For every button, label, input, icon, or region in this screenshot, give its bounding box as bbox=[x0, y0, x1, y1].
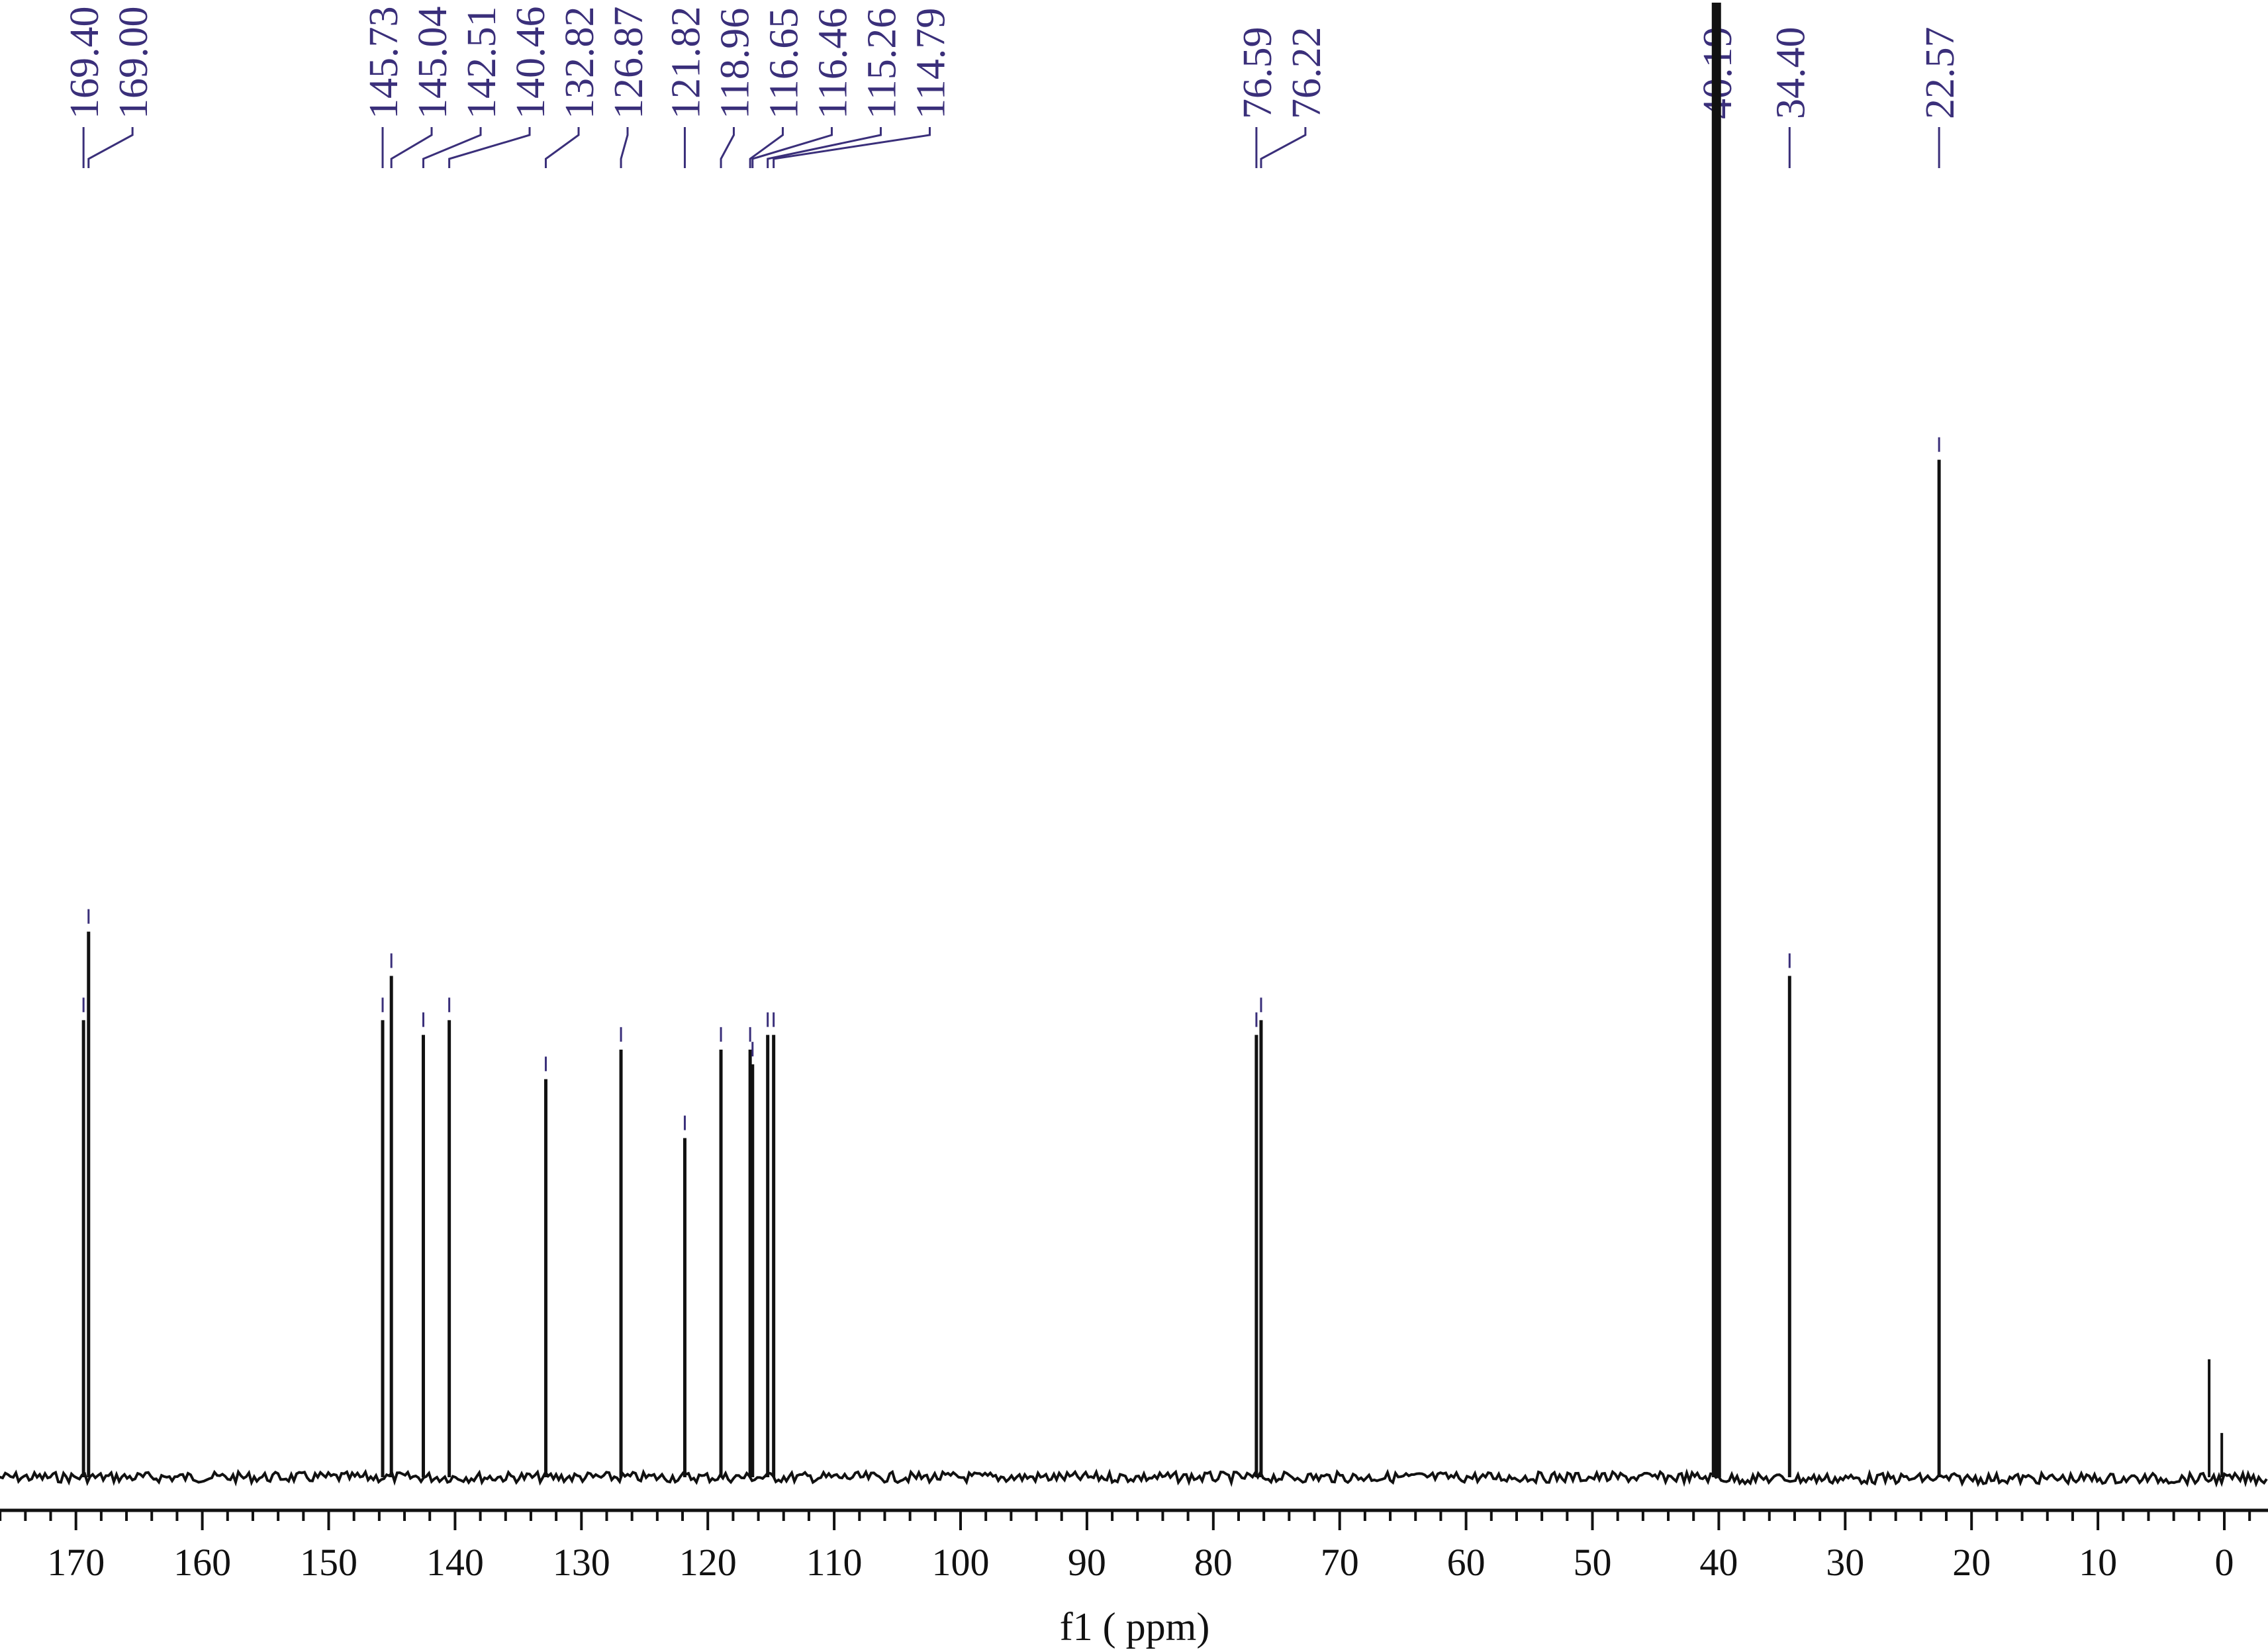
x-tick-label: 30 bbox=[1826, 1541, 1864, 1584]
peak-leader-line bbox=[544, 127, 580, 168]
peak-leader-group bbox=[82, 127, 1940, 168]
x-tick-label: 130 bbox=[553, 1541, 610, 1584]
spectrum-baseline-group bbox=[0, 1468, 2268, 1488]
peak-label: 118.96 bbox=[712, 8, 757, 119]
x-tick-label: 10 bbox=[2079, 1541, 2117, 1584]
peak-label: 169.00 bbox=[111, 7, 156, 120]
peak-leader-line bbox=[87, 127, 134, 168]
peak-label: 116.65 bbox=[761, 8, 806, 119]
x-tick-label: 150 bbox=[300, 1541, 357, 1584]
x-tick-label: 40 bbox=[1699, 1541, 1738, 1584]
peak-label: 115.26 bbox=[859, 8, 904, 119]
peak-label: 145.04 bbox=[410, 7, 455, 120]
peak-leader-line bbox=[749, 127, 784, 168]
peak-label-group: 169.40 169.00 145.73 145.04 142.51 140.46 132.… bbox=[62, 7, 1963, 120]
peak-leader-line bbox=[767, 127, 882, 168]
peak-label: 169.40 bbox=[62, 7, 107, 120]
peak-leader-line bbox=[751, 127, 833, 168]
peak-label: 145.73 bbox=[361, 7, 406, 120]
spectrum-peak-group bbox=[81, 3, 2224, 1477]
peak-label: 132.82 bbox=[557, 7, 602, 120]
peak-label: 76.22 bbox=[1284, 27, 1329, 120]
x-tick-label: 100 bbox=[932, 1541, 990, 1584]
spectrum-baseline bbox=[0, 1468, 2268, 1488]
peak-label: 34.40 bbox=[1768, 27, 1813, 120]
x-axis: 170 160 150 140 130 120 110 100 90 80 70 60 50 40 30 20… bbox=[0, 1508, 2268, 1584]
peak-leader-line bbox=[620, 127, 629, 168]
peak-leader-line bbox=[720, 127, 735, 168]
x-tick-label: 110 bbox=[806, 1541, 863, 1584]
peak-leader-line bbox=[422, 127, 482, 168]
peak-label: 121.82 bbox=[663, 7, 708, 120]
peak-label: 22.57 bbox=[1918, 27, 1963, 120]
x-axis-title: f1 ( ppm) bbox=[1060, 1605, 1210, 1649]
peak-label: 116.46 bbox=[810, 8, 855, 119]
x-tick-label: 160 bbox=[173, 1541, 231, 1584]
x-tick-label: 140 bbox=[426, 1541, 484, 1584]
peak-leader-line bbox=[773, 127, 931, 168]
x-tick-label: 60 bbox=[1447, 1541, 1486, 1584]
x-tick-label: 120 bbox=[679, 1541, 737, 1584]
peak-leader-line bbox=[390, 127, 433, 168]
peak-label: 140.46 bbox=[508, 7, 553, 120]
x-tick-label: 80 bbox=[1194, 1541, 1233, 1584]
peak-label: 114.79 bbox=[908, 8, 953, 119]
peak-label: 126.87 bbox=[606, 7, 651, 120]
x-tick-label: 20 bbox=[1952, 1541, 1991, 1584]
x-tick-label: 70 bbox=[1321, 1541, 1359, 1584]
x-tick-label: 90 bbox=[1068, 1541, 1106, 1584]
peak-leader-line bbox=[1260, 127, 1307, 168]
x-tick-label: 170 bbox=[47, 1541, 105, 1584]
peak-leader-line bbox=[448, 127, 531, 168]
x-tick-label: 50 bbox=[1574, 1541, 1612, 1584]
x-tick-label: 0 bbox=[2215, 1541, 2234, 1584]
peak-label: 76.59 bbox=[1235, 27, 1280, 120]
peak-label: 142.51 bbox=[459, 7, 504, 120]
